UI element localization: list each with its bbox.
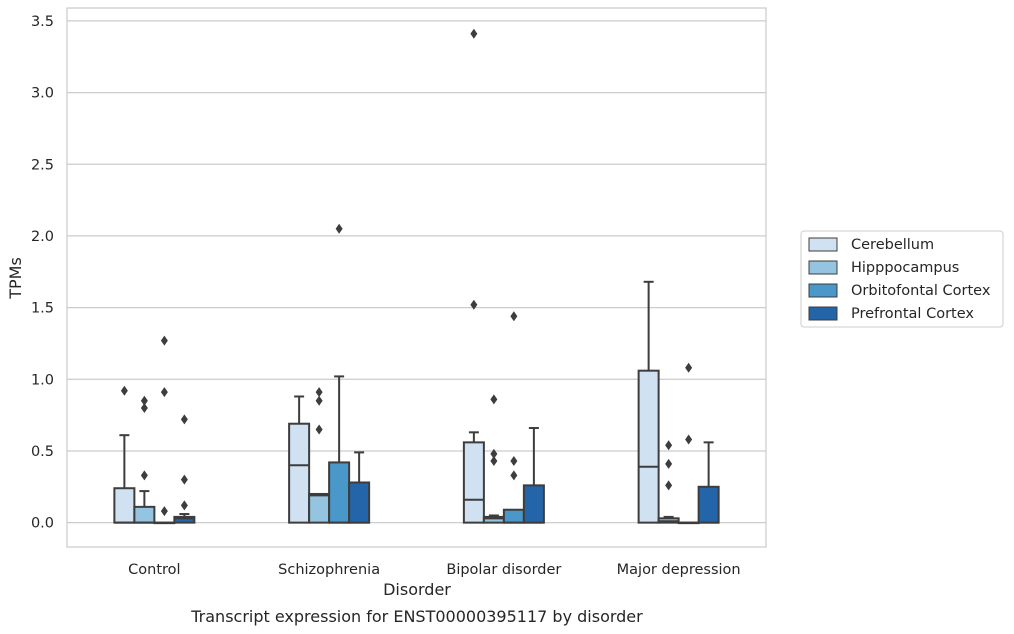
- chart-caption: Transcript expression for ENST0000039511…: [190, 607, 643, 626]
- box: [462, 441, 485, 524]
- box: [637, 369, 660, 524]
- box-plot-item: [657, 440, 680, 524]
- box-plot-item: [328, 223, 351, 524]
- plot-area: [113, 28, 720, 525]
- box-plot-item: [308, 387, 331, 524]
- legend-label: Orbitofontal Cortex: [851, 283, 991, 299]
- box-plot-item: [288, 395, 311, 524]
- outlier-point: [510, 455, 518, 466]
- y-axis-label: TPMs: [6, 257, 25, 300]
- box-plot-item: [637, 280, 660, 524]
- box-plot-item: [502, 311, 525, 524]
- x-tick-label: Major depression: [617, 562, 741, 578]
- x-axis-label: Disorder: [383, 580, 451, 599]
- box: [113, 487, 136, 524]
- outlier-point: [180, 414, 188, 425]
- y-tick-label: 1.0: [31, 372, 54, 388]
- legend-label: Cerebellum: [851, 237, 934, 253]
- y-tick-label: 3.5: [31, 14, 54, 30]
- y-tick-label: 2.5: [31, 157, 54, 173]
- outlier-point: [470, 299, 478, 310]
- outlier-point: [140, 402, 148, 413]
- box-plot-item: [677, 362, 700, 525]
- legend-swatch: [808, 237, 838, 252]
- box: [348, 481, 371, 524]
- outlier-point: [120, 385, 128, 396]
- legend-swatch: [808, 260, 838, 275]
- y-tick-labels: 0.0 0.5 1.0 1.5 2.0 2.5 3.0 3.5: [31, 14, 54, 532]
- outlier-point: [665, 458, 673, 469]
- outlier-point: [335, 223, 343, 234]
- y-tick-label: 0.5: [31, 444, 54, 460]
- outlier-point: [510, 470, 518, 481]
- y-tick-label: 0.0: [31, 516, 54, 532]
- x-tick-label: Bipolar disorder: [446, 562, 561, 578]
- box: [328, 461, 351, 524]
- outlier-point: [180, 474, 188, 485]
- box: [522, 484, 545, 524]
- outlier-point: [140, 470, 148, 481]
- y-tick-label: 2.0: [31, 229, 54, 245]
- outlier-point: [315, 424, 323, 435]
- box-plot-item: [348, 451, 371, 524]
- outlier-point: [490, 394, 498, 405]
- box: [133, 505, 156, 524]
- box: [697, 485, 720, 524]
- outlier-point: [140, 395, 148, 406]
- box-plot-item: [522, 427, 545, 524]
- box: [502, 508, 525, 524]
- legend-swatch: [808, 306, 838, 321]
- box: [173, 515, 196, 524]
- x-tick-label: Control: [128, 562, 180, 578]
- y-tick-label: 3.0: [31, 86, 54, 102]
- box: [288, 422, 311, 524]
- outlier-point: [160, 387, 168, 398]
- y-tick-label: 1.5: [31, 301, 54, 317]
- outlier-point: [685, 434, 693, 445]
- legend-label: Hipppocampus: [851, 260, 959, 276]
- box-plot-item: [462, 28, 485, 524]
- x-tick-labels: Control Schizophrenia Bipolar disorder Majo…: [128, 562, 740, 578]
- axes-frame: [66, 7, 767, 548]
- legend-label: Prefrontal Cortex: [851, 306, 974, 322]
- box-plot-item: [697, 441, 720, 524]
- outlier-point: [180, 500, 188, 511]
- outlier-point: [315, 387, 323, 398]
- box-plot-item: [113, 385, 136, 524]
- legend-frame: [800, 230, 1004, 328]
- outlier-point: [470, 28, 478, 39]
- outlier-point: [490, 448, 498, 459]
- outlier-point: [160, 335, 168, 346]
- legend: Cerebellum Hipppocampus Orbitofontal Corte…: [800, 230, 1004, 328]
- outlier-point: [665, 440, 673, 451]
- outlier-point: [510, 311, 518, 322]
- outlier-point: [315, 395, 323, 406]
- outlier-point: [160, 506, 168, 517]
- legend-swatch: [808, 283, 838, 298]
- outlier-point: [685, 362, 693, 373]
- box-plot-item: [482, 394, 505, 524]
- box-plot-item: [173, 414, 196, 524]
- outlier-point: [665, 480, 673, 491]
- gridlines: [67, 20, 766, 524]
- outlier-point: [490, 455, 498, 466]
- box-plot-item: [153, 335, 176, 525]
- x-tick-label: Schizophrenia: [278, 562, 380, 578]
- box-plot-item: [133, 395, 156, 524]
- box: [308, 492, 331, 524]
